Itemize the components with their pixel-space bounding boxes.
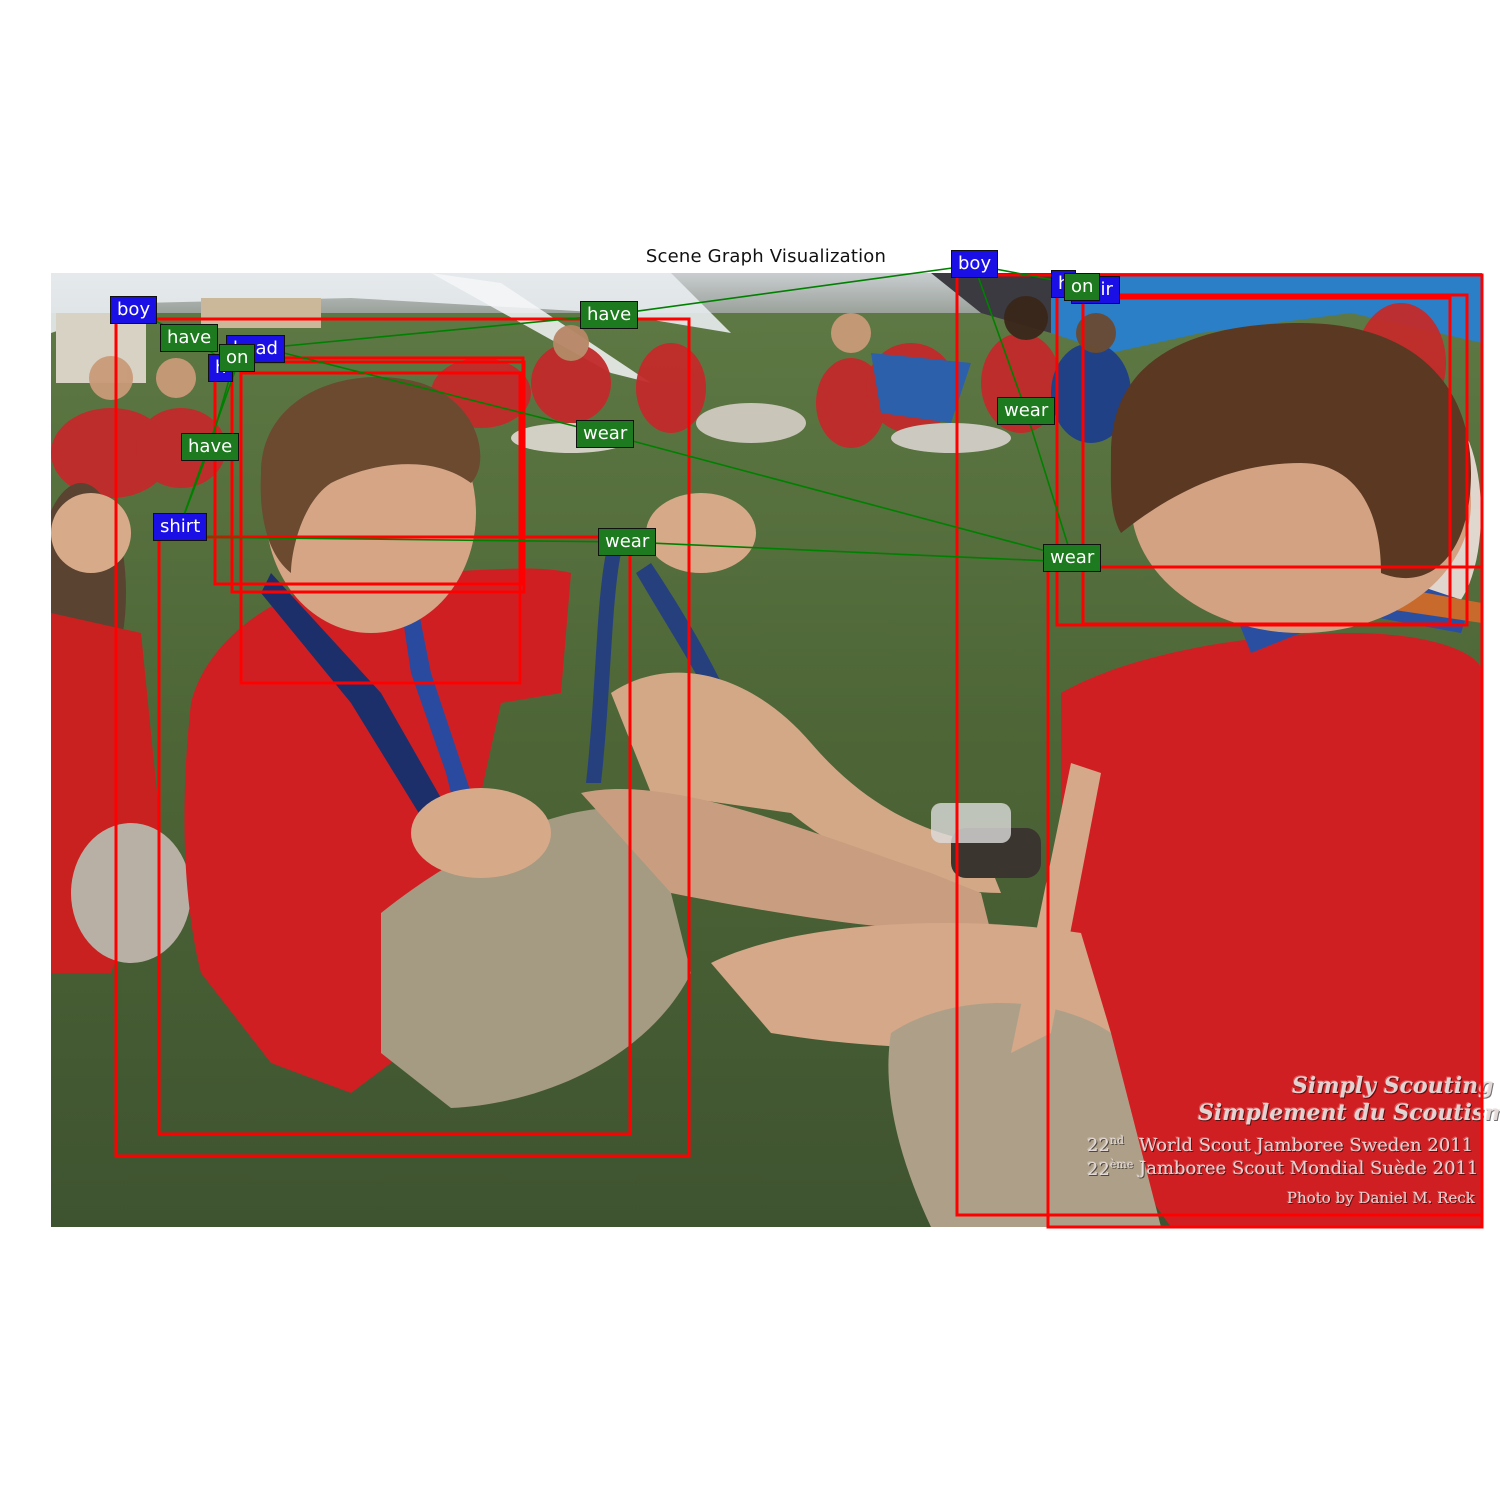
label-wear-1: wear — [576, 420, 635, 448]
label-shirt: shirt — [153, 513, 208, 541]
watermark-event-fr: Jamboree Scout Mondial Suède 2011 — [1139, 1158, 1479, 1179]
figure-title: Scene Graph Visualization — [645, 246, 887, 267]
label-on-right: on — [1064, 273, 1101, 301]
label-wear-3: wear — [997, 397, 1056, 425]
label-boy-right: boy — [951, 250, 999, 278]
label-on-left: on — [219, 344, 256, 372]
label-have-2: have — [181, 433, 240, 461]
scene-photo — [51, 273, 1482, 1227]
watermark-number-2: 22ème — [1087, 1158, 1134, 1180]
watermark-credit: Photo by Daniel M. Reck — [1287, 1189, 1475, 1207]
watermark-line1: Simply Scouting — [1292, 1073, 1494, 1099]
label-wear-4: wear — [1043, 544, 1102, 572]
watermark-event-en: World Scout Jamboree Sweden 2011 — [1139, 1135, 1474, 1156]
watermark-number-1: 22nd — [1087, 1134, 1125, 1156]
label-boy-left: boy — [110, 296, 158, 324]
watermark-line2: Simplement du Scoutisme — [1198, 1100, 1500, 1126]
label-wear-2: wear — [598, 528, 657, 556]
label-have-3: have — [580, 301, 639, 329]
label-have-1: have — [160, 324, 219, 352]
